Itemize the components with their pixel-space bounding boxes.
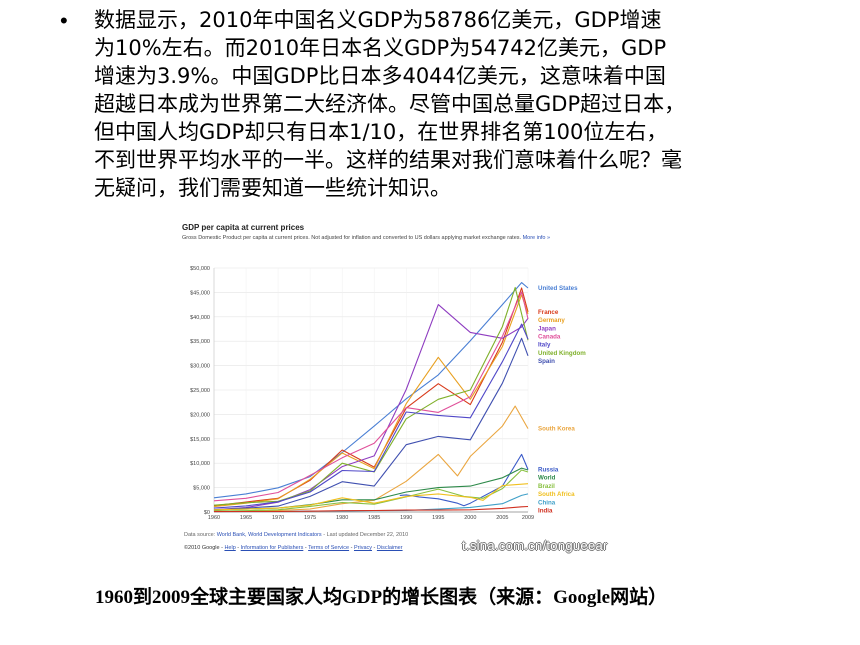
legend-label-japan: Japan xyxy=(538,325,556,332)
legend-label-china: China xyxy=(538,499,556,506)
x-tick-label: 1995 xyxy=(432,515,444,521)
bullet-marker: • xyxy=(60,8,68,33)
legend-label-france: France xyxy=(538,309,559,316)
more-info-link[interactable]: More info » xyxy=(522,235,551,241)
watermark: t.sina.com.cn/tongueear xyxy=(462,538,608,553)
x-tick-label: 1965 xyxy=(240,515,252,521)
series-line-japan xyxy=(213,304,529,511)
x-tick-label: 2009 xyxy=(522,515,534,521)
chart-image: GDP per capita at current prices Gross D… xyxy=(178,220,618,560)
legend-label-russia: Russia xyxy=(538,467,559,474)
terms-link[interactable]: Terms of Service xyxy=(308,545,350,551)
y-tick-label: $50,000 xyxy=(190,266,210,272)
y-tick-label: $10,000 xyxy=(190,461,210,467)
legend-label-world: World xyxy=(538,475,556,482)
chart-subtitle: Gross Domestic Product per capita at cur… xyxy=(182,235,614,242)
series-line-united-states xyxy=(213,282,529,499)
paragraph: 数据显示，2010年中国名义GDP为58786亿美元，GDP增速 为10%左右。… xyxy=(94,6,784,202)
publishers-link[interactable]: Information for Publishers xyxy=(240,545,304,551)
footer-links: ©2010 Google - Help - Information for Pu… xyxy=(184,545,403,551)
legend-label-united-states: United States xyxy=(538,285,578,292)
x-tick-label: 1985 xyxy=(368,515,380,521)
legend-label-south-korea: South Korea xyxy=(538,426,575,433)
x-tick-label: 1970 xyxy=(272,515,284,521)
series-line-russia xyxy=(399,453,529,507)
separator: - xyxy=(349,545,354,551)
series-line-spain xyxy=(213,337,529,511)
paragraph-line: 无疑问，我们需要知道一些统计知识。 xyxy=(94,176,451,200)
y-tick-label: $0 xyxy=(204,510,210,516)
paragraph-line: 为10%左右。而2010年日本名义GDP为54742亿美元，GDP xyxy=(94,36,667,60)
y-tick-label: $45,000 xyxy=(190,290,210,296)
line-chart: $0 $5,000 $10,000 $15,000 $20,000 $25,000 $30,… xyxy=(190,266,586,521)
help-link[interactable]: Help xyxy=(224,545,236,551)
series-line-south-korea xyxy=(213,405,529,513)
paragraph-line: 超越日本成为世界第二大经济体。尽管中国总量GDP超过日本， xyxy=(94,92,686,116)
legend-label-spain: Spain xyxy=(538,358,555,365)
paragraph-line: 增速为3.9%。中国GDP比日本多4044亿美元，这意味着中国 xyxy=(94,64,666,88)
y-tick-label: $15,000 xyxy=(190,437,210,443)
legend-label-italy: Italy xyxy=(538,342,551,349)
paragraph-line: 不到世界平均水平的一半。这样的结果对我们意味着什么呢？毫 xyxy=(94,148,682,172)
data-source-note: Data source: World Bank, World Developme… xyxy=(184,532,408,538)
series-line-italy xyxy=(213,323,529,509)
separator: - xyxy=(303,545,309,551)
series-line-france xyxy=(213,287,529,507)
data-source-link[interactable]: World Bank, World Development Indicators xyxy=(216,532,322,538)
series-line-canada xyxy=(213,291,529,502)
legend-label-united-kingdom: United Kingdom xyxy=(538,350,586,357)
x-tick-label: 1975 xyxy=(304,515,316,521)
y-tick-label: $30,000 xyxy=(190,364,210,370)
series-line-india xyxy=(213,505,529,513)
separator: - xyxy=(235,545,241,551)
legend-label-brazil: Brazil xyxy=(538,483,555,490)
x-tick-label: 1990 xyxy=(400,515,412,521)
chart-subtitle-text: Gross Domestic Product per capita at cur… xyxy=(182,235,522,241)
x-tick-label: 1980 xyxy=(336,515,348,521)
y-tick-label: $20,000 xyxy=(190,412,210,418)
x-tick-label: 2000 xyxy=(464,515,476,521)
paragraph-line: 数据显示，2010年中国名义GDP为58786亿美元，GDP增速 xyxy=(94,8,662,32)
figure-caption: 1960到2009全球主要国家人均GDP的增长图表（来源：Google网站） xyxy=(95,587,668,608)
chart-title: GDP per capita at current prices xyxy=(182,223,305,232)
legend-label-india: India xyxy=(538,508,553,515)
series-line-germany xyxy=(213,294,529,508)
series-line-united-kingdom xyxy=(213,286,529,506)
last-updated: - Last updated December 22, 2010 xyxy=(321,532,409,538)
data-source-prefix: Data source: xyxy=(184,532,217,538)
copyright: ©2010 Google - xyxy=(184,545,225,551)
legend-label-canada: Canada xyxy=(538,334,561,341)
y-tick-label: $5,000 xyxy=(193,486,210,492)
x-tick-label: 1960 xyxy=(208,515,220,521)
legend-label-germany: Germany xyxy=(538,317,565,324)
separator: - xyxy=(372,545,377,551)
privacy-link[interactable]: Privacy xyxy=(353,545,373,551)
y-tick-label: $35,000 xyxy=(190,339,210,345)
paragraph-line: 但中国人均GDP却只有日本1/10，在世界排名第100位左右， xyxy=(94,120,668,144)
y-tick-label: $25,000 xyxy=(190,388,210,394)
x-tick-label: 2005 xyxy=(496,515,508,521)
y-tick-label: $40,000 xyxy=(190,315,210,321)
legend-label-south-africa: South Africa xyxy=(538,491,575,498)
disclaimer-link[interactable]: Disclaimer xyxy=(376,545,403,551)
series-line-south-africa xyxy=(213,483,529,511)
